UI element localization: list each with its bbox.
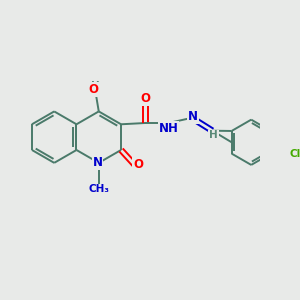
Text: NH: NH [159, 122, 178, 135]
Text: O: O [133, 158, 143, 171]
Text: H: H [209, 130, 218, 140]
Text: N: N [92, 156, 103, 170]
Text: O: O [140, 92, 151, 105]
Text: H: H [91, 81, 99, 91]
Text: CH₃: CH₃ [88, 184, 109, 194]
Text: N: N [188, 110, 198, 123]
Text: Cl: Cl [290, 148, 300, 159]
Text: O: O [88, 83, 99, 96]
